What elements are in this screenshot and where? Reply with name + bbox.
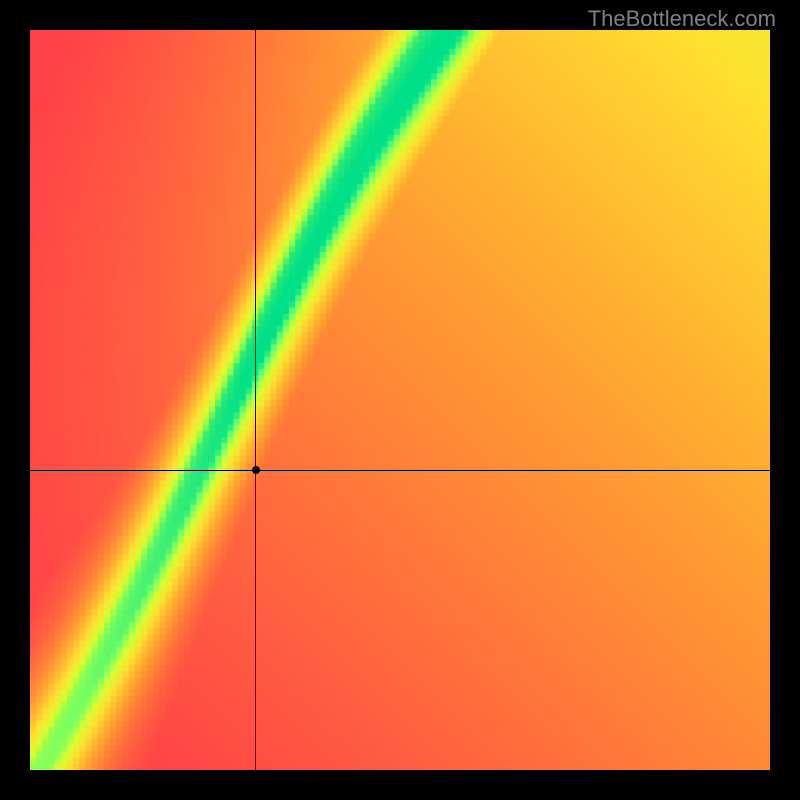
watermark-text: TheBottleneck.com — [588, 6, 776, 32]
crosshair-horizontal — [30, 470, 770, 471]
crosshair-marker — [252, 466, 260, 474]
bottleneck-heatmap — [30, 30, 770, 770]
crosshair-vertical — [255, 30, 256, 770]
